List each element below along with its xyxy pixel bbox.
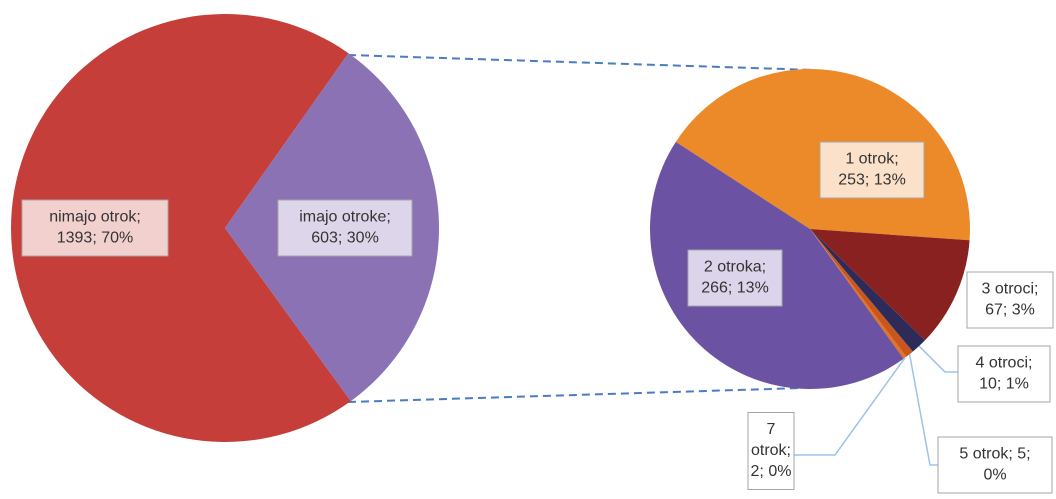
connector-line	[347, 54, 816, 71]
data-label: 5 otrok; 5;	[959, 446, 1030, 463]
pie-slice	[810, 229, 907, 359]
data-label-box	[747, 412, 795, 490]
leader-line	[908, 354, 938, 466]
data-label-box	[957, 345, 1051, 403]
data-label: imajo otroke;	[299, 209, 391, 226]
data-label-box	[21, 199, 169, 257]
pie-slice	[810, 229, 913, 357]
data-label: 253; 13%	[838, 172, 906, 189]
leader-line	[794, 357, 906, 456]
data-label: 4 otroci;	[976, 355, 1033, 372]
data-label: 10; 1%	[979, 376, 1029, 393]
data-label: 67; 3%	[985, 302, 1035, 319]
pie-slice	[10, 13, 351, 442]
data-label: 0%	[983, 467, 1006, 484]
data-label: 266; 13%	[701, 280, 769, 297]
leader-line	[918, 345, 958, 373]
data-label: 1393; 70%	[57, 230, 134, 247]
pie-slice	[810, 229, 970, 341]
data-label: 603; 30%	[311, 230, 379, 247]
data-label: 2; 0%	[751, 463, 792, 480]
connector-line	[347, 387, 804, 403]
data-label-box	[819, 141, 925, 199]
data-label: 1 otrok;	[845, 151, 898, 168]
data-label: nimajo otrok;	[49, 209, 141, 226]
data-label: 7	[767, 421, 776, 438]
data-label: 2 otroka;	[704, 259, 766, 276]
pie-slice	[810, 229, 926, 352]
data-label-box	[277, 199, 413, 257]
data-label: 3 otroci;	[982, 281, 1039, 298]
data-label: otrok;	[751, 442, 791, 459]
data-label-box	[966, 271, 1054, 329]
data-label-box	[687, 249, 783, 307]
data-label-box	[937, 436, 1053, 494]
